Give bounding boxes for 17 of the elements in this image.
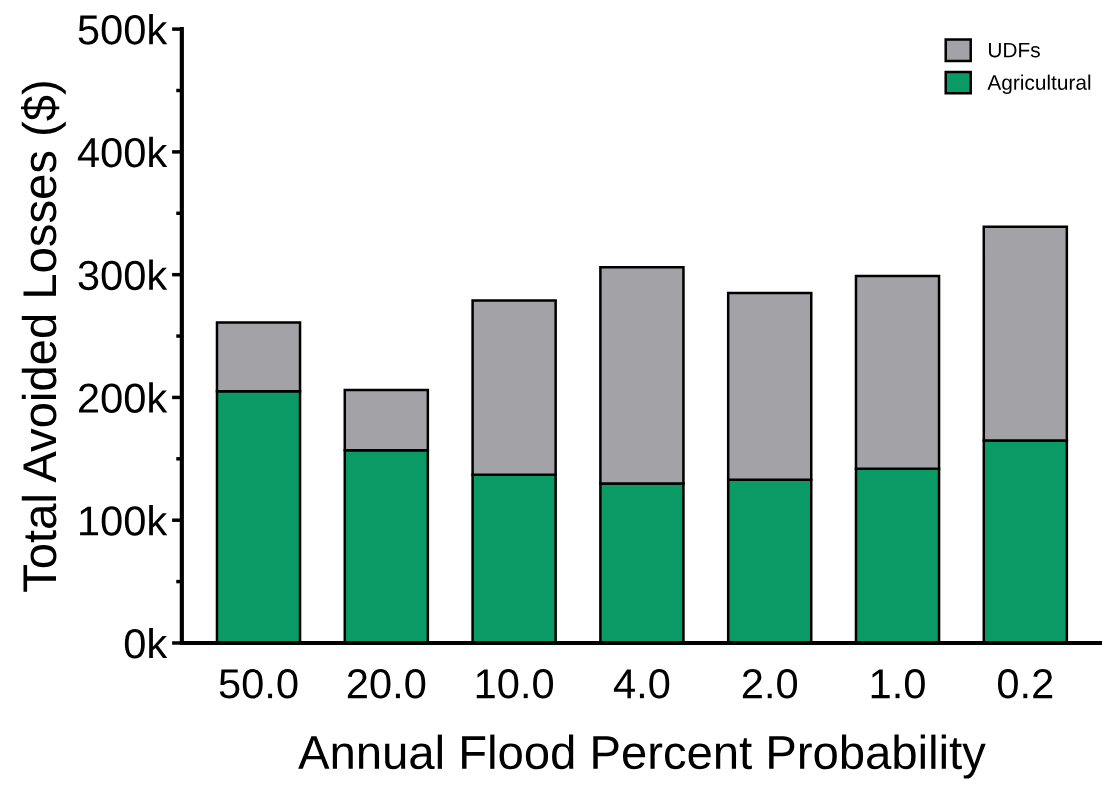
x-tick-label: 10.0 xyxy=(476,669,554,699)
x-tick-label: 1.0 xyxy=(871,669,925,699)
legend-label: UDFs xyxy=(988,42,1040,58)
y-tick-label: 0k xyxy=(124,627,168,659)
y-tick-label: 500k xyxy=(78,14,168,45)
y-tick-label: 400k xyxy=(77,136,168,168)
x-tick-label: 50.0 xyxy=(219,669,298,699)
x-tick-label: 0.2 xyxy=(997,669,1053,699)
x-axis-title: Annual Flood Percent Probability xyxy=(298,734,986,779)
x-tick-label: 2.0 xyxy=(742,669,798,699)
y-tick-label: 100k xyxy=(80,505,168,536)
x-tick-label: 4.0 xyxy=(613,669,670,699)
y-tick-label: 200k xyxy=(79,382,168,413)
x-tick-label: 20.0 xyxy=(347,669,426,699)
legend-label: Agricultural xyxy=(987,74,1091,95)
y-axis-title: Total Avoided Losses ($) xyxy=(21,82,66,592)
y-tick-label: 300k xyxy=(78,259,168,291)
